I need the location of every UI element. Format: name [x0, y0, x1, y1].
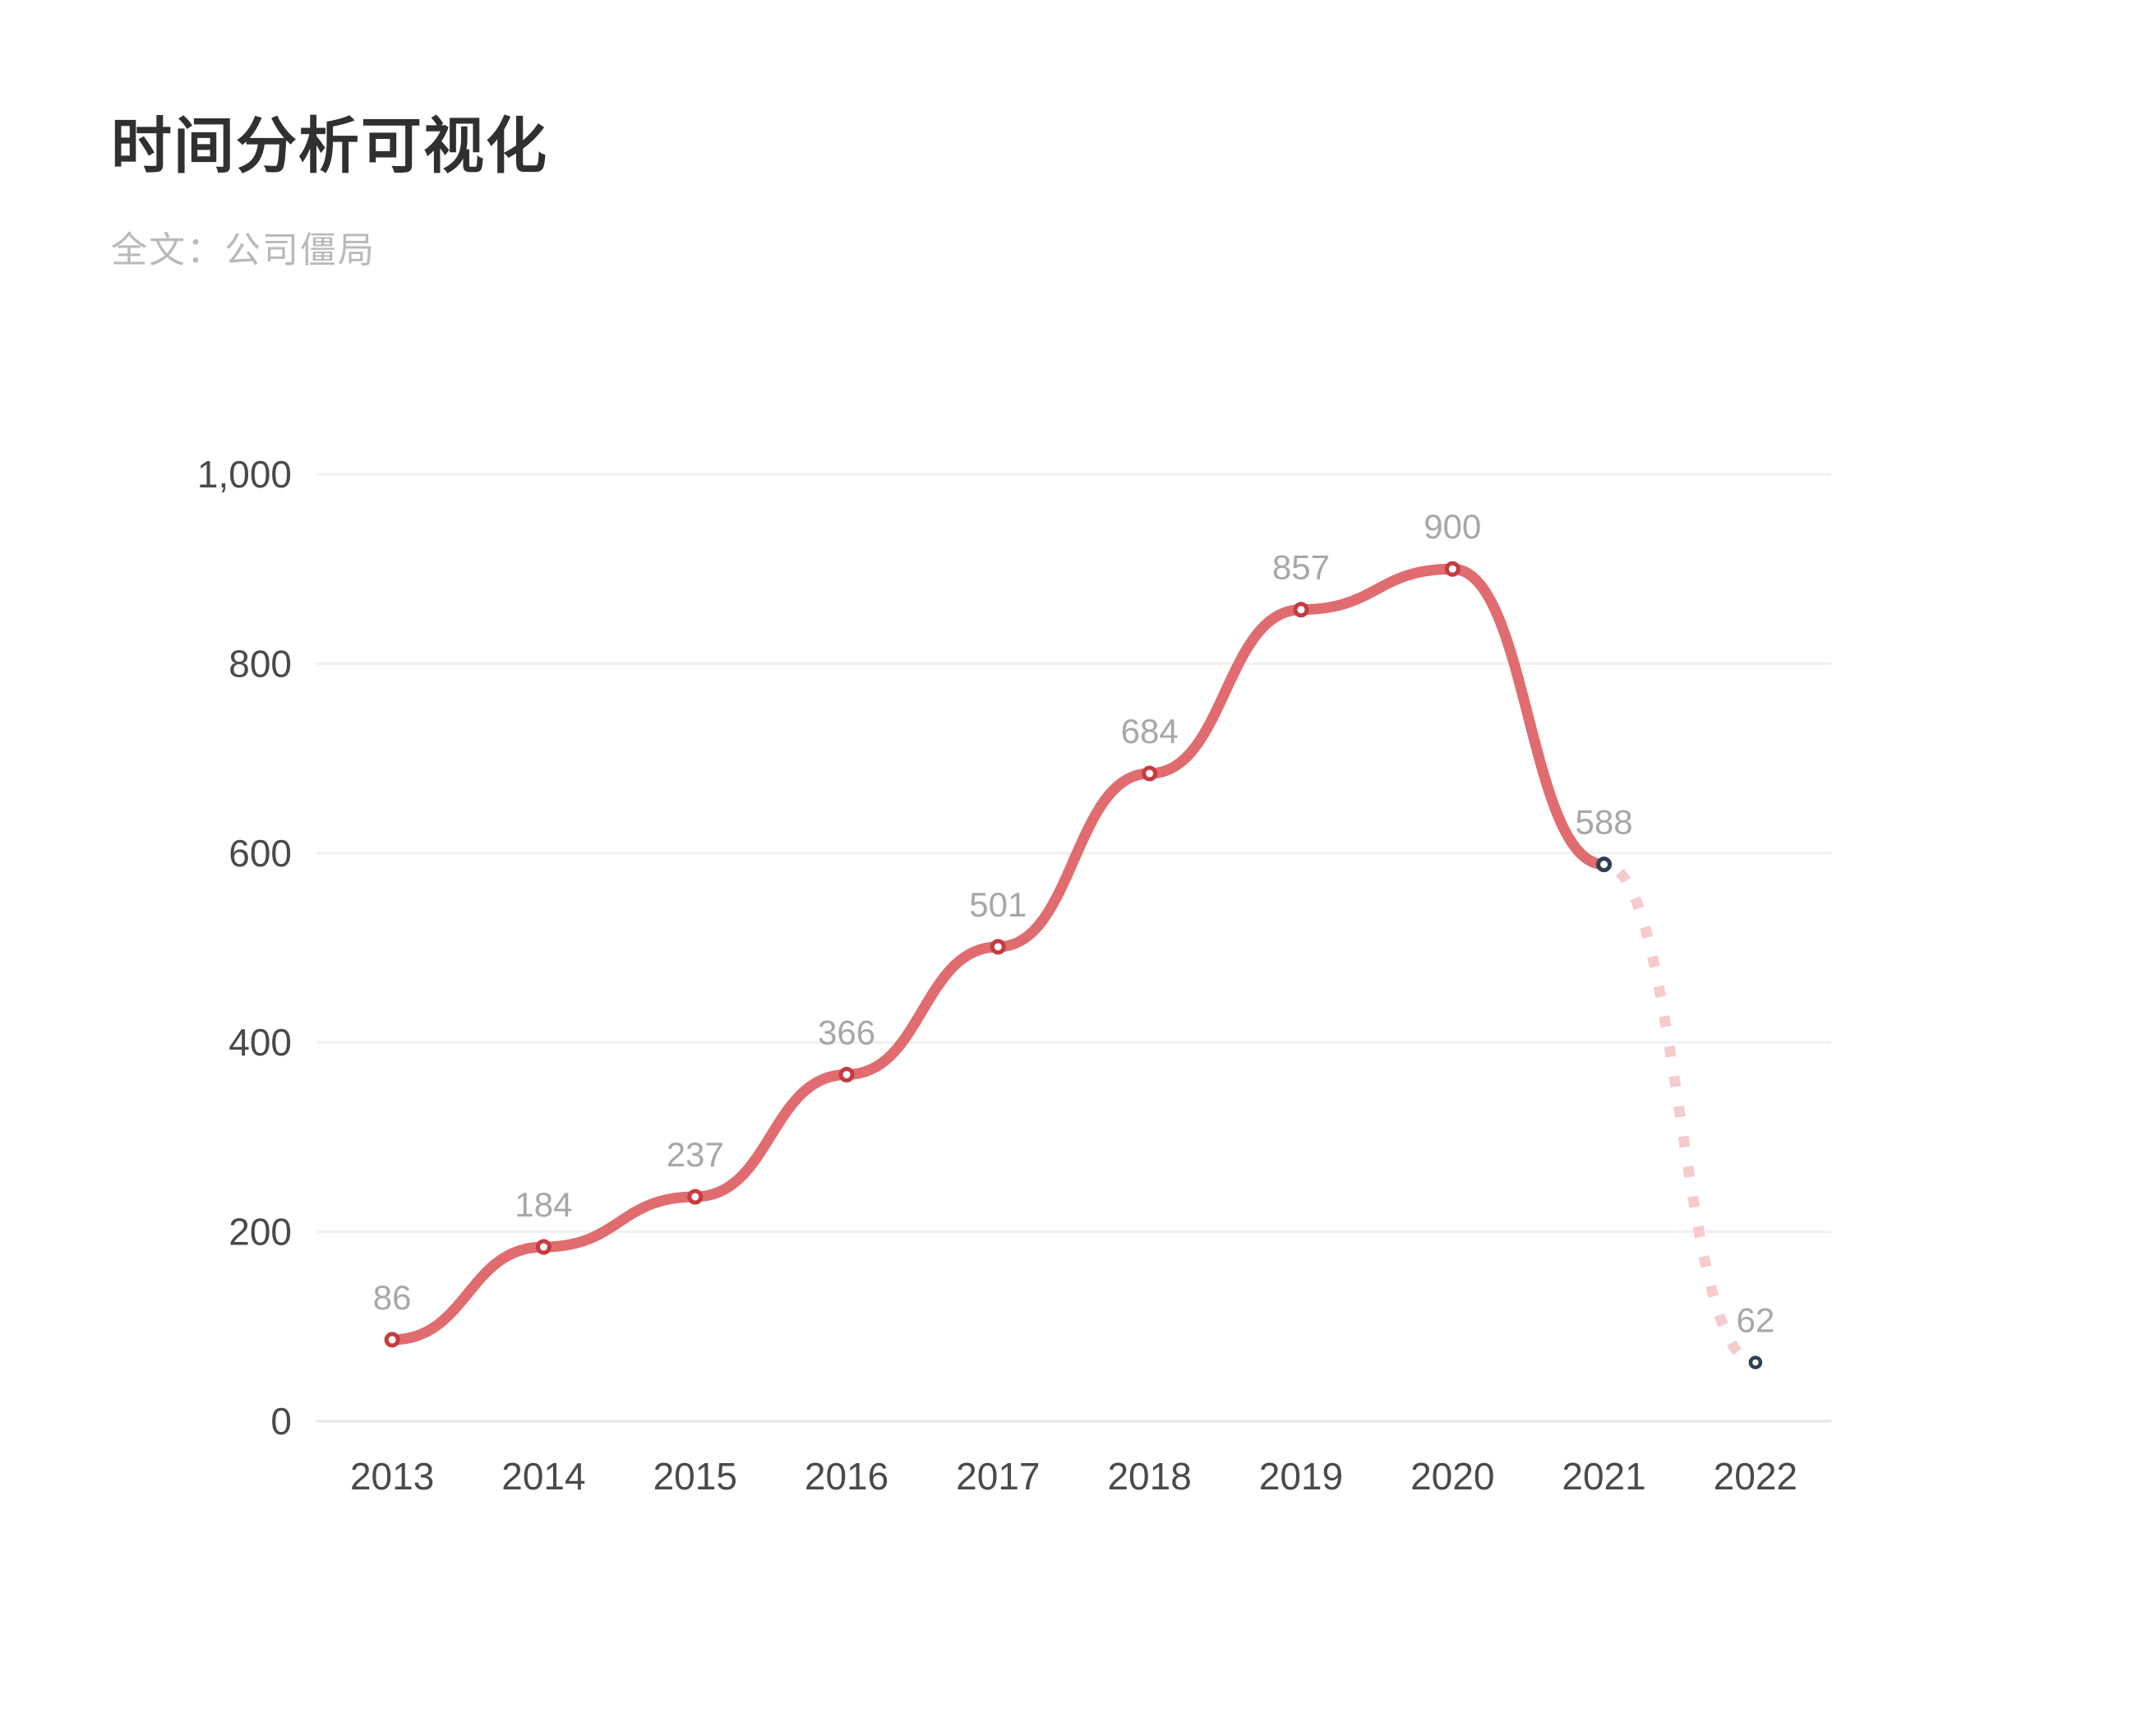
x-axis-tick-label: 2022	[1714, 1455, 1798, 1498]
y-axis-tick-label: 0	[270, 1400, 292, 1443]
data-point[interactable]	[535, 1239, 551, 1255]
x-axis-tick-label: 2014	[501, 1455, 585, 1498]
data-label: 62	[1736, 1301, 1774, 1340]
series-line-solid	[386, 563, 1610, 1346]
data-point[interactable]	[1444, 561, 1461, 577]
x-axis-tick-label: 2018	[1107, 1455, 1191, 1498]
data-point[interactable]	[1293, 602, 1309, 618]
data-label: 86	[373, 1278, 412, 1317]
x-axis-tick-label: 2019	[1259, 1455, 1343, 1498]
data-point[interactable]	[990, 939, 1006, 955]
y-axis-tick-label: 1,000	[197, 453, 292, 496]
data-point[interactable]	[838, 1066, 855, 1083]
data-point[interactable]	[1142, 765, 1158, 782]
data-label: 184	[515, 1185, 572, 1224]
data-point[interactable]	[1748, 1355, 1763, 1369]
y-axis-tick-label: 600	[228, 832, 292, 875]
x-axis-tick-label: 2020	[1410, 1455, 1494, 1498]
data-label: 237	[667, 1135, 724, 1174]
y-axis-tick-label: 800	[228, 642, 292, 685]
data-label: 684	[1121, 712, 1179, 750]
y-axis-tick-label: 400	[228, 1021, 292, 1064]
series-line-dashed	[1603, 859, 1757, 1369]
data-label: 501	[969, 885, 1027, 924]
data-point[interactable]	[384, 1332, 400, 1348]
data-point[interactable]	[1596, 856, 1613, 873]
data-label: 366	[818, 1013, 875, 1051]
data-label: 588	[1576, 803, 1633, 842]
data-label: 857	[1272, 548, 1330, 587]
x-axis-tick-label: 2013	[350, 1455, 434, 1498]
x-axis-tick-label: 2016	[805, 1455, 888, 1498]
chart-subtitle: 全文：公司僵局	[111, 230, 376, 270]
x-axis-tick-label: 2017	[956, 1455, 1040, 1498]
data-point[interactable]	[687, 1189, 704, 1205]
data-label: 900	[1424, 507, 1481, 546]
y-axis-tick-label: 200	[228, 1211, 292, 1254]
chart-title: 时间分析可视化	[111, 112, 548, 180]
x-axis-tick-label: 2015	[653, 1455, 737, 1498]
x-axis-tick-label: 2021	[1562, 1455, 1645, 1498]
